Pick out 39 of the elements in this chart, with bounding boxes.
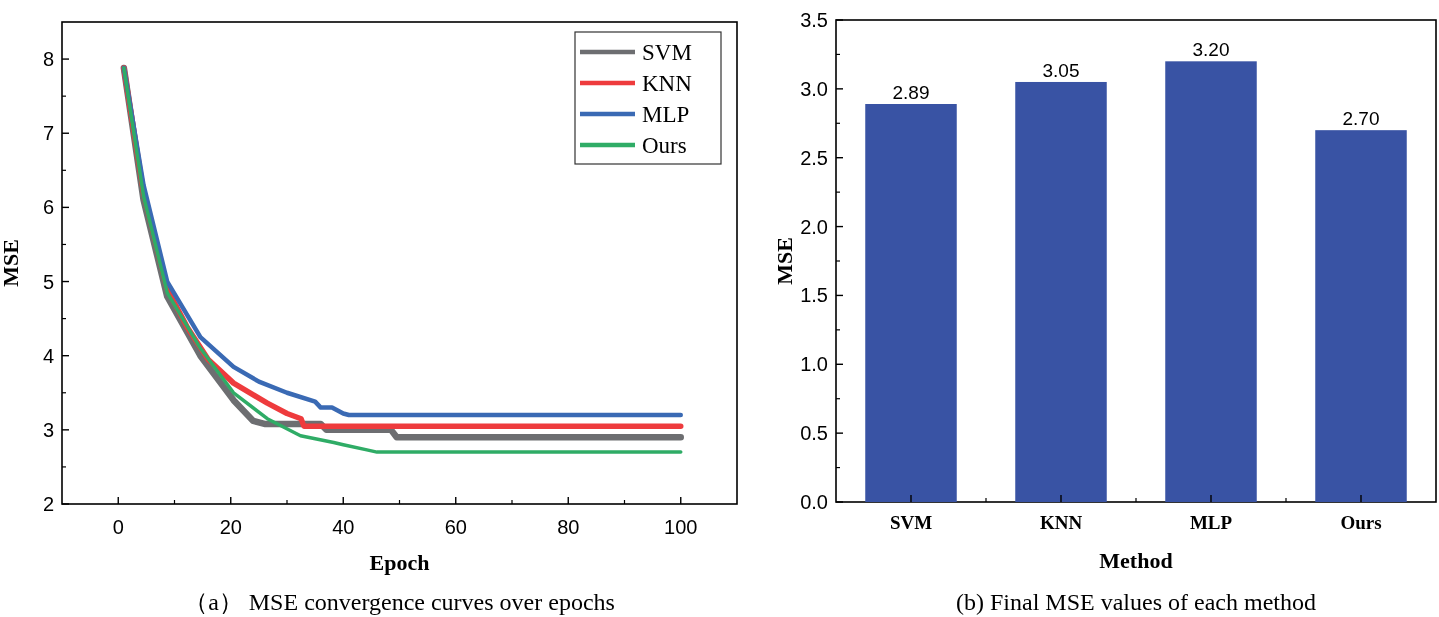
y-tick-label: 1.5 [800,284,828,307]
y-tick-label: 2 [42,493,54,515]
y-tick-label: 7 [42,122,54,145]
x-tick-label: 40 [332,516,355,538]
x-tick-label: 20 [219,516,242,538]
legend-label: KNN [642,71,693,96]
x-tick-label: KNN [1039,512,1083,533]
y-tick-label: 3.0 [800,77,828,100]
x-axis-title: Method [1099,548,1173,573]
y-axis-title: MSE [772,237,797,285]
data-label: 3.05 [1042,59,1080,81]
y-tick-label: 2.0 [800,215,828,238]
text: (b) Final MSE values of each method [956,589,1316,615]
x-tick-label: 60 [444,516,467,538]
data-label: 2.70 [1342,108,1380,130]
y-tick-label: 1.0 [800,353,828,376]
y-tick-label: 2.5 [800,146,828,169]
y-tick-label: 5 [42,270,54,293]
x-tick-label: SVM [889,512,933,533]
y-axis-title: MSE [0,239,23,287]
x-tick-label: 0 [112,516,124,538]
x-axis-title: Epoch [369,550,430,575]
x-tick-label: Ours [1340,512,1382,533]
legend-label: SVM [642,40,692,65]
legend-label: MLP [642,102,690,127]
y-tick-label: 3.5 [800,9,828,31]
y-tick-label: 3 [42,418,54,441]
y-tick-label: 0.5 [800,422,828,445]
data-label: 3.20 [1192,39,1230,61]
x-tick-label: 80 [557,516,580,538]
x-tick-label: MLP [1189,512,1233,533]
x-tick-label: 100 [664,516,698,538]
y-tick-label: 0.0 [800,491,828,513]
data-label: 2.89 [892,82,930,104]
legend-label: Ours [642,133,687,158]
y-tick-label: 6 [42,196,54,219]
y-tick-label: 8 [42,48,54,71]
text: （a） MSE convergence curves over epochs [184,589,615,615]
y-tick-label: 4 [42,344,54,367]
